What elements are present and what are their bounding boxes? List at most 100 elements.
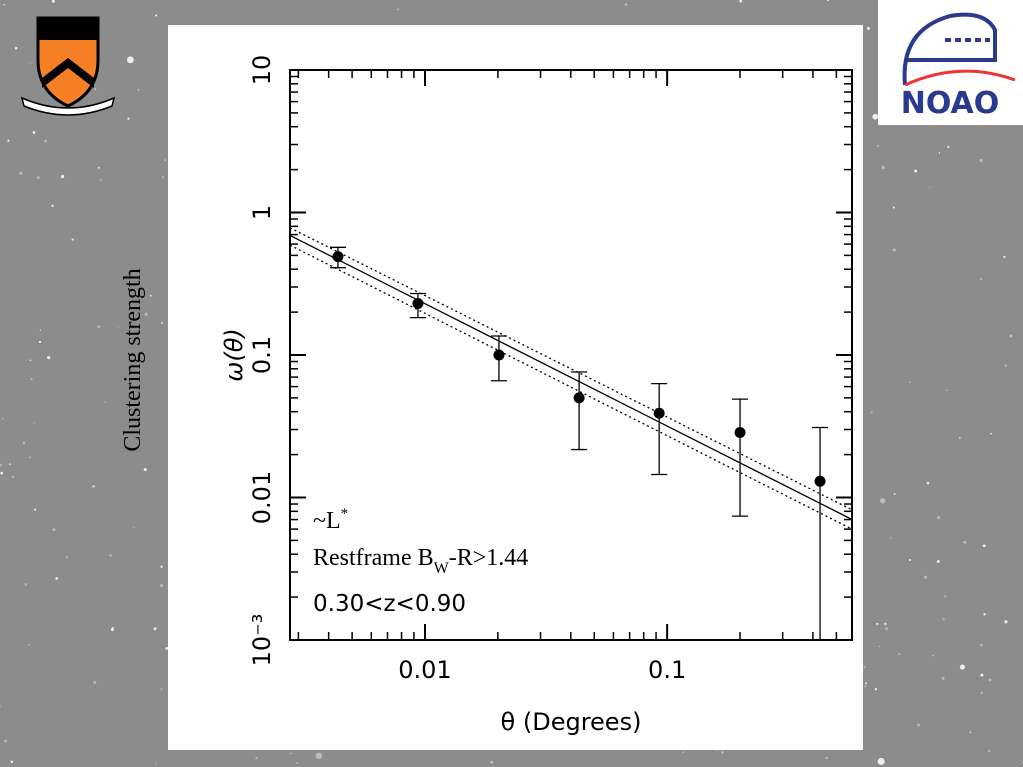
star bbox=[296, 762, 298, 764]
star bbox=[863, 666, 866, 669]
star bbox=[941, 676, 945, 680]
star bbox=[1004, 364, 1007, 367]
star bbox=[65, 556, 68, 559]
star bbox=[10, 760, 14, 764]
star bbox=[164, 159, 167, 162]
star bbox=[144, 312, 148, 316]
star bbox=[109, 554, 112, 557]
x-tick-label: 0.01 bbox=[398, 656, 451, 684]
annotation: Restframe BW-R>1.44 bbox=[313, 545, 528, 577]
star bbox=[880, 498, 886, 504]
star bbox=[117, 326, 120, 328]
star bbox=[917, 723, 920, 727]
data-point bbox=[734, 426, 746, 438]
star bbox=[983, 613, 986, 616]
star bbox=[890, 537, 892, 539]
data-point bbox=[493, 349, 505, 361]
star bbox=[898, 653, 901, 656]
star bbox=[825, 756, 828, 760]
annotation: 0.30<z<0.90 bbox=[313, 591, 466, 617]
star bbox=[161, 176, 164, 179]
star bbox=[864, 685, 867, 687]
star bbox=[929, 186, 931, 188]
star bbox=[990, 432, 992, 435]
star bbox=[870, 411, 873, 414]
star bbox=[885, 627, 889, 631]
plot: 10⁻³ 0.01 0.1 1 10 0.01 0.1 bbox=[248, 55, 853, 684]
star bbox=[155, 14, 158, 17]
star bbox=[721, 751, 724, 754]
star bbox=[874, 688, 878, 691]
star bbox=[877, 145, 879, 147]
star bbox=[908, 558, 912, 562]
star bbox=[947, 145, 950, 148]
chart-panel bbox=[168, 25, 863, 750]
star bbox=[865, 682, 868, 685]
star bbox=[866, 26, 870, 30]
star bbox=[165, 646, 169, 650]
logo-panel bbox=[878, 0, 1023, 125]
star bbox=[876, 622, 879, 626]
princeton-logo bbox=[20, 16, 116, 116]
star bbox=[39, 329, 41, 331]
x-axis-label: θ (Degrees) bbox=[501, 708, 642, 736]
y-tick-label: 10 bbox=[248, 55, 276, 86]
star bbox=[160, 688, 163, 690]
star bbox=[946, 389, 948, 392]
data-point bbox=[412, 297, 424, 309]
star bbox=[942, 618, 945, 621]
star bbox=[93, 680, 97, 684]
star bbox=[94, 87, 97, 91]
star bbox=[877, 757, 885, 765]
star bbox=[969, 731, 972, 733]
star bbox=[99, 179, 102, 182]
star bbox=[29, 359, 32, 362]
star bbox=[490, 761, 493, 764]
star bbox=[47, 356, 51, 360]
y-tick-label: 0.1 bbox=[248, 336, 276, 374]
star bbox=[126, 56, 134, 64]
star bbox=[909, 381, 911, 384]
star bbox=[143, 467, 147, 472]
star bbox=[44, 139, 47, 143]
star bbox=[959, 664, 965, 670]
star bbox=[111, 626, 114, 630]
star bbox=[3, 4, 5, 6]
star bbox=[97, 166, 100, 169]
star bbox=[959, 437, 961, 439]
star bbox=[51, 204, 54, 207]
star bbox=[160, 584, 164, 588]
star bbox=[988, 678, 992, 682]
data-point bbox=[814, 475, 826, 487]
star bbox=[980, 673, 984, 677]
star bbox=[22, 441, 26, 445]
data-point bbox=[332, 251, 344, 263]
star bbox=[127, 117, 130, 120]
star bbox=[155, 762, 158, 765]
star bbox=[937, 516, 941, 520]
star bbox=[892, 248, 896, 252]
star bbox=[290, 752, 292, 755]
star bbox=[149, 294, 152, 297]
star bbox=[71, 238, 74, 241]
star bbox=[32, 131, 36, 134]
star bbox=[0, 463, 2, 467]
star bbox=[987, 749, 991, 753]
star bbox=[739, 0, 743, 3]
star bbox=[4, 739, 7, 743]
star bbox=[872, 113, 879, 120]
star bbox=[979, 277, 982, 280]
star bbox=[131, 366, 133, 368]
star bbox=[884, 622, 887, 626]
star bbox=[926, 481, 930, 485]
logo-text: NOAO bbox=[901, 86, 1000, 121]
star bbox=[52, 528, 56, 532]
star bbox=[92, 485, 95, 488]
star bbox=[14, 47, 18, 50]
x-tick-label: 0.1 bbox=[648, 656, 686, 684]
star bbox=[963, 540, 967, 544]
star bbox=[29, 62, 32, 64]
star bbox=[979, 159, 983, 163]
star bbox=[61, 174, 65, 179]
